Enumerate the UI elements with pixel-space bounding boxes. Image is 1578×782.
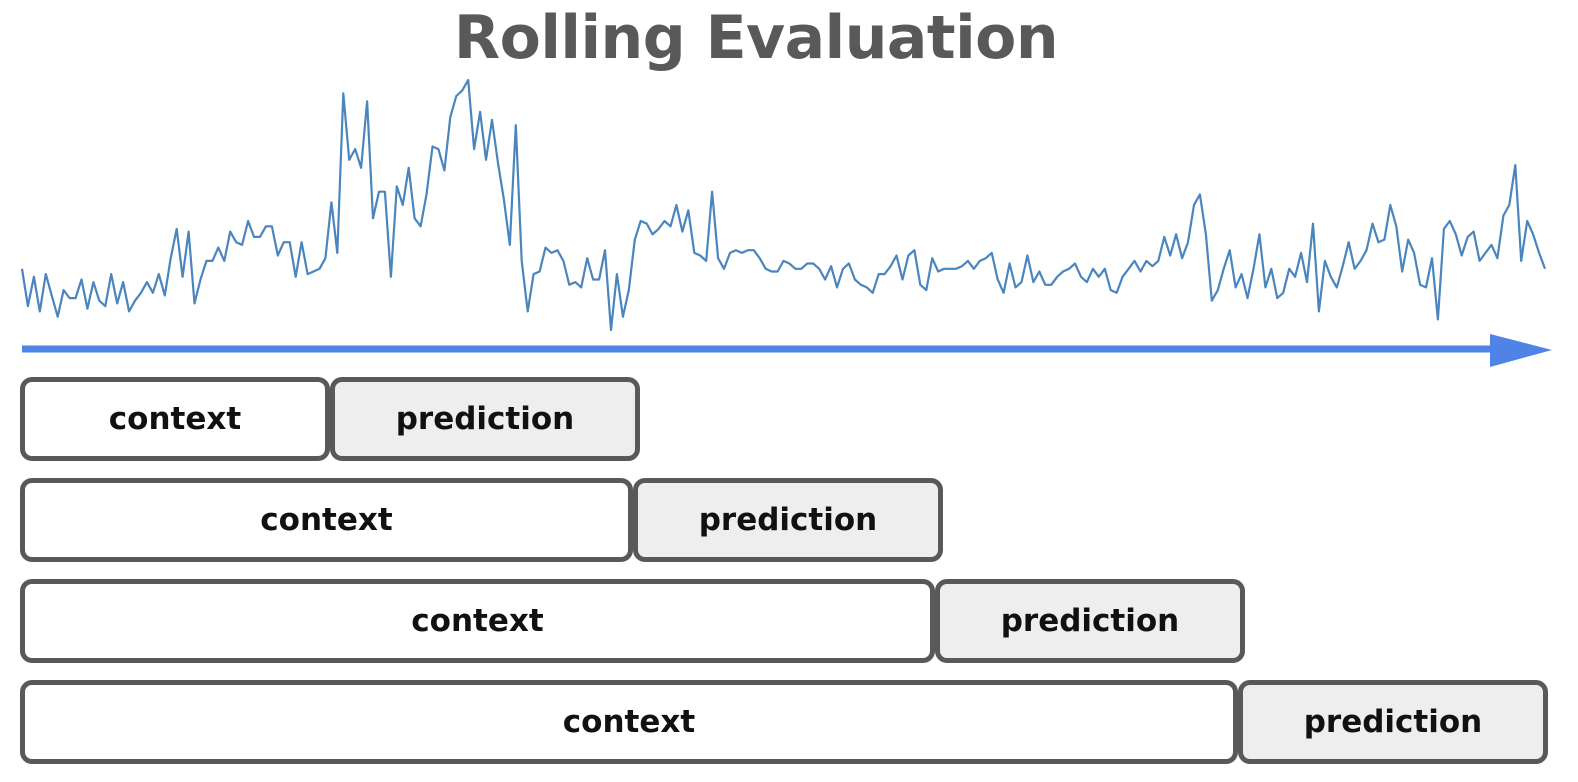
- prediction-label-4: prediction: [1303, 704, 1483, 740]
- context-label-4: context: [562, 704, 696, 740]
- context-window-1: context: [20, 377, 330, 461]
- prediction-window-2: prediction: [633, 478, 943, 562]
- diagram-title: Rolling Evaluation: [453, 3, 1059, 73]
- prediction-window-3: prediction: [935, 579, 1245, 663]
- prediction-window-4: prediction: [1238, 680, 1548, 764]
- prediction-label-2: prediction: [698, 502, 878, 538]
- context-window-2: context: [20, 478, 633, 562]
- context-label-2: context: [260, 502, 393, 538]
- context-window-3: context: [20, 579, 935, 663]
- prediction-window-1: prediction: [330, 377, 640, 461]
- prediction-label-3: prediction: [1000, 603, 1180, 639]
- prediction-label-1: prediction: [395, 401, 575, 437]
- time-series-line: [20, 78, 1547, 332]
- context-label-3: context: [411, 603, 544, 639]
- context-window-4: context: [20, 680, 1238, 764]
- context-label-1: context: [108, 401, 242, 437]
- time-axis-arrowhead: [1490, 334, 1552, 367]
